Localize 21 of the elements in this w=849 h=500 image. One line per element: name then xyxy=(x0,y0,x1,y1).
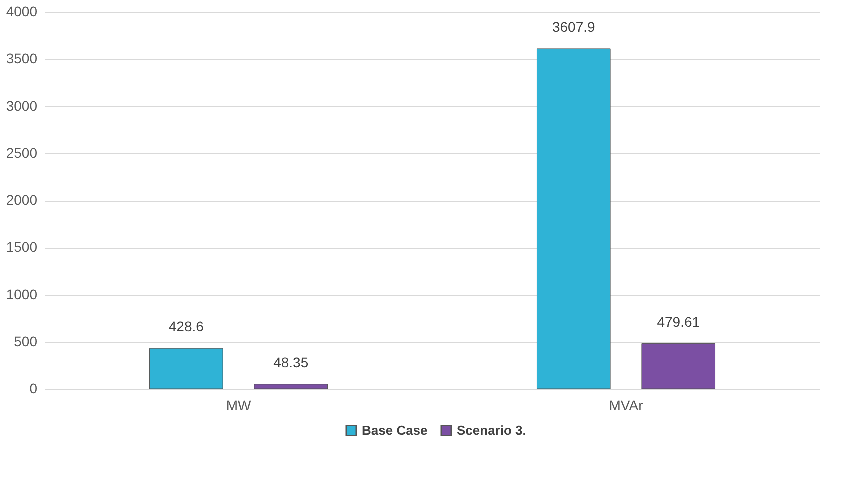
x-tick-label: MW xyxy=(226,398,252,414)
y-tick-label: 2500 xyxy=(6,144,38,161)
bar xyxy=(536,48,611,390)
data-label: 428.6 xyxy=(168,318,204,335)
data-label: 48.35 xyxy=(274,354,309,370)
y-tick-label: 4000 xyxy=(6,4,38,20)
bar xyxy=(254,384,328,390)
data-label: 3607.9 xyxy=(552,18,596,35)
bar xyxy=(642,344,716,390)
y-tick-label: 1000 xyxy=(6,286,38,302)
y-tick-label: 0 xyxy=(30,380,38,396)
x-tick-label: MVAr xyxy=(609,398,644,414)
data-label: 479.61 xyxy=(657,314,700,330)
y-tick-label: 1500 xyxy=(6,239,38,256)
y-tick-label: 500 xyxy=(14,333,38,350)
y-tick-label: 2000 xyxy=(6,192,38,208)
y-tick-label: 3000 xyxy=(6,98,38,114)
legend-label: Base Case xyxy=(362,422,428,438)
bar xyxy=(149,348,224,390)
legend-label: Scenario 3. xyxy=(457,422,526,438)
y-tick-label: 3500 xyxy=(6,50,38,67)
